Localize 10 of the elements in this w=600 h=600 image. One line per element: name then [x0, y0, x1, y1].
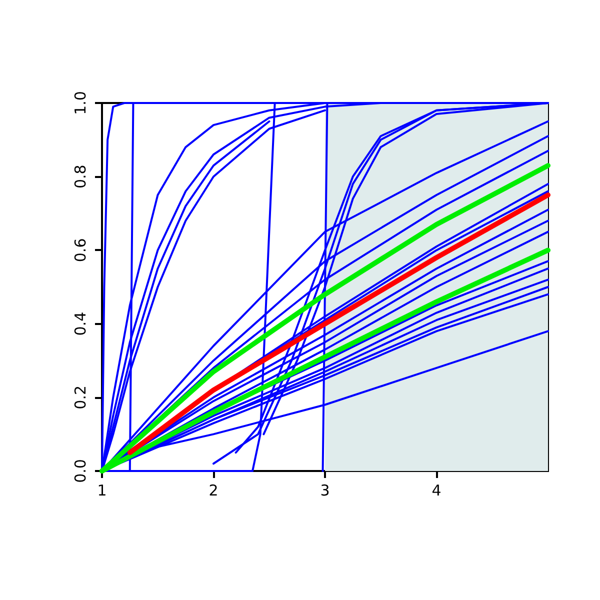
x-tick-label: 3: [320, 482, 330, 500]
x-tick-label: 1: [97, 482, 107, 500]
y-tick-label: 1.0: [72, 91, 90, 115]
y-tick-label: 0.2: [72, 385, 90, 410]
y-tick-label: 0.6: [72, 238, 90, 262]
y-tick-label: 0.4: [72, 312, 90, 336]
x-tick-label: 4: [432, 482, 442, 500]
y-tick-label: 0.8: [72, 164, 90, 189]
y-tick-label: 0.0: [72, 459, 90, 483]
x-tick-label: 2: [208, 482, 218, 500]
